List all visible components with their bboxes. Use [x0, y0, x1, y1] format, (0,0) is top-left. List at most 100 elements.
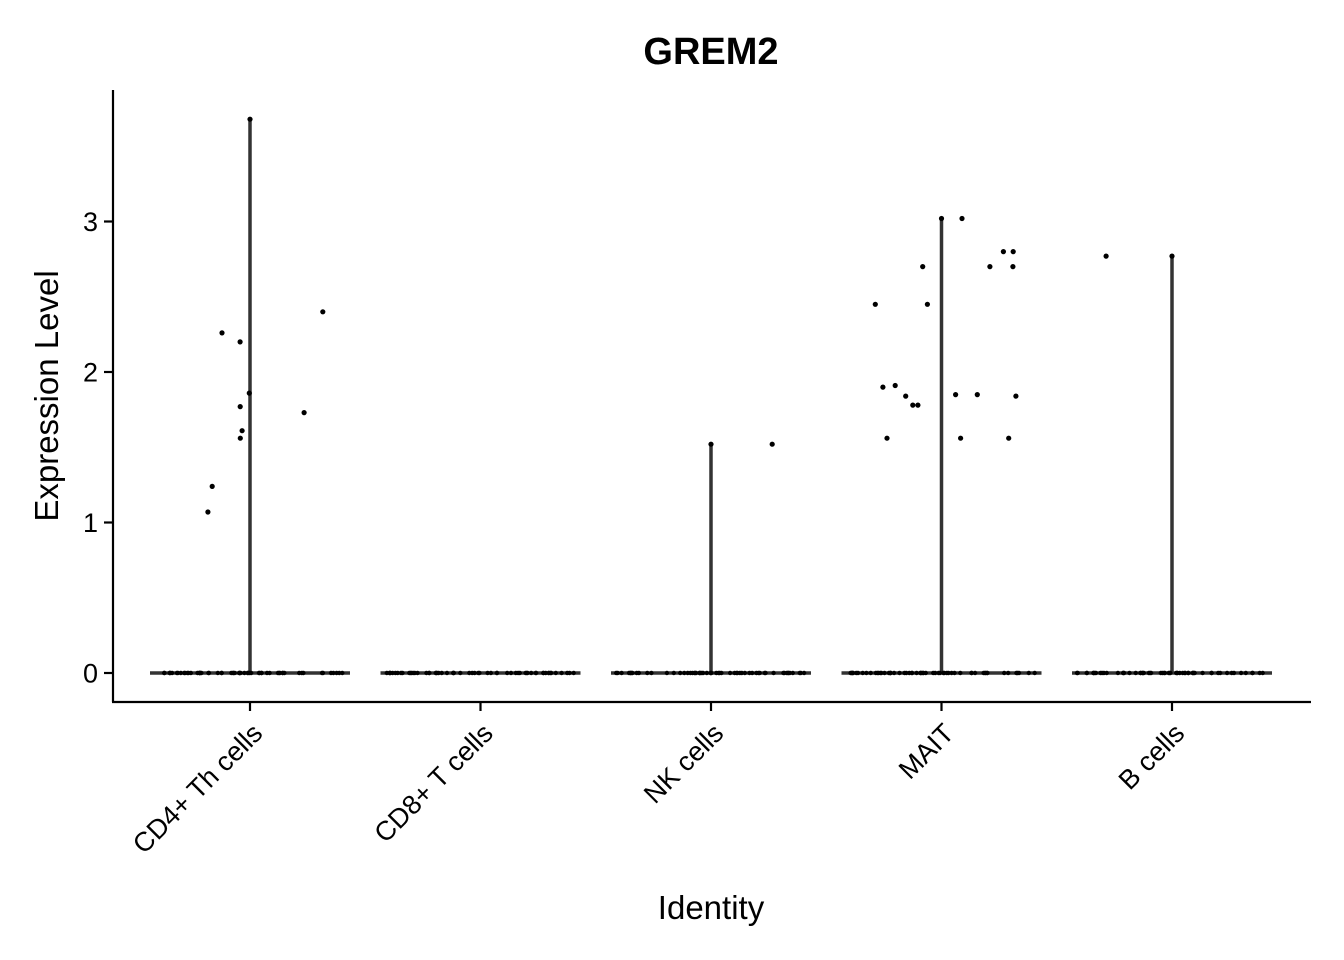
data-point [436, 670, 441, 676]
data-point [301, 410, 307, 416]
data-point [1084, 670, 1090, 676]
data-point [1006, 435, 1012, 441]
data-point [1120, 670, 1126, 676]
data-point [439, 670, 444, 676]
data-point [1167, 670, 1172, 676]
data-point [553, 670, 558, 676]
data-point [182, 670, 187, 676]
data-point [1010, 249, 1016, 255]
data-point [533, 670, 538, 676]
data-point [476, 670, 481, 676]
data-point [709, 670, 714, 676]
data-point [727, 670, 733, 676]
data-point [237, 435, 243, 441]
data-point [972, 670, 978, 676]
data-point [742, 670, 747, 676]
data-point [205, 509, 211, 515]
data-point [297, 670, 302, 676]
data-point [178, 670, 183, 676]
data-point [245, 670, 250, 676]
data-point [615, 670, 620, 676]
data-point [206, 670, 211, 676]
data-point [559, 670, 564, 676]
y-tick-label: 0 [83, 659, 98, 689]
data-point [395, 670, 400, 676]
data-point [275, 670, 281, 676]
data-point [1032, 670, 1037, 676]
data-point [941, 670, 946, 676]
data-point [328, 670, 334, 676]
data-point [1093, 670, 1099, 676]
data-point [488, 670, 494, 676]
data-point [849, 670, 855, 676]
data-point [185, 670, 190, 676]
data-point [1238, 670, 1244, 676]
data-point [974, 392, 980, 398]
data-point [682, 670, 687, 676]
data-point [737, 670, 743, 676]
data-point [1183, 670, 1188, 676]
data-point [734, 670, 739, 676]
data-point [1098, 670, 1103, 676]
data-point [918, 670, 923, 676]
y-tick-label: 1 [83, 508, 98, 538]
data-point [398, 670, 404, 676]
data-point [1158, 670, 1164, 676]
y-tick-label: 2 [83, 358, 98, 388]
data-point [169, 670, 175, 676]
data-point [1200, 670, 1205, 676]
x-tick-label: MAIT [893, 718, 960, 785]
data-point [1006, 670, 1011, 676]
data-point [1146, 670, 1152, 676]
data-point [688, 670, 693, 676]
data-point [238, 670, 243, 676]
y-tick-label: 3 [83, 207, 98, 237]
y-axis-title: Expression Level [28, 270, 65, 521]
data-point [242, 670, 247, 676]
data-point [320, 670, 326, 676]
data-point [782, 670, 787, 676]
data-point [958, 435, 964, 441]
data-point [1140, 670, 1146, 676]
data-point [762, 670, 767, 676]
data-point [892, 382, 898, 389]
data-point [1133, 670, 1138, 676]
data-point [771, 670, 776, 676]
data-point [864, 670, 869, 676]
data-point [698, 670, 703, 676]
data-point [938, 215, 945, 222]
data-point [161, 670, 167, 676]
data-point [508, 670, 514, 676]
data-point [920, 264, 926, 270]
data-point [195, 670, 200, 676]
data-point [884, 435, 890, 441]
violin-group [150, 116, 350, 676]
data-point [1186, 670, 1191, 676]
data-point [872, 301, 878, 307]
data-point [219, 670, 224, 676]
data-point [387, 670, 392, 676]
data-point [1260, 670, 1265, 676]
data-point [769, 441, 775, 447]
data-point [714, 670, 719, 676]
data-point [1192, 670, 1197, 676]
data-point [855, 670, 861, 676]
data-point [1177, 670, 1182, 676]
data-point [444, 670, 450, 676]
data-point [282, 670, 287, 676]
chart-title: GREM2 [643, 31, 778, 73]
data-point [1224, 670, 1230, 676]
data-point [565, 670, 570, 676]
data-point [505, 670, 510, 676]
data-point [891, 670, 897, 676]
data-point [903, 393, 909, 399]
data-point [1015, 670, 1020, 676]
data-point [1174, 670, 1179, 676]
data-point [415, 670, 420, 676]
data-point [1243, 670, 1249, 676]
data-point [188, 670, 194, 676]
violin-group [841, 215, 1042, 676]
data-point [1209, 670, 1214, 676]
violin-group [380, 670, 581, 676]
violin-group [1072, 253, 1272, 676]
